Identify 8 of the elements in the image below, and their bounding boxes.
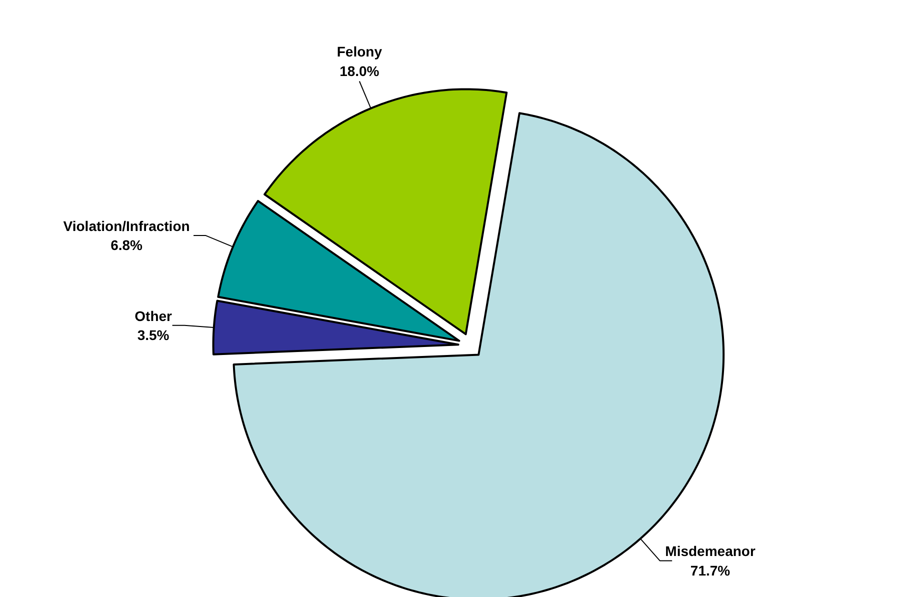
slice-label: Other bbox=[134, 308, 173, 324]
slice-label: Violation/Infraction bbox=[63, 218, 190, 234]
data-label: 71.7% bbox=[690, 562, 731, 578]
data-label: 3.5% bbox=[137, 327, 170, 344]
data-label: 6.8% bbox=[110, 237, 144, 254]
slice-label: Misdemeanor bbox=[665, 543, 756, 560]
slice-label: Felony bbox=[336, 44, 382, 60]
data-label: 18.0% bbox=[340, 62, 380, 79]
